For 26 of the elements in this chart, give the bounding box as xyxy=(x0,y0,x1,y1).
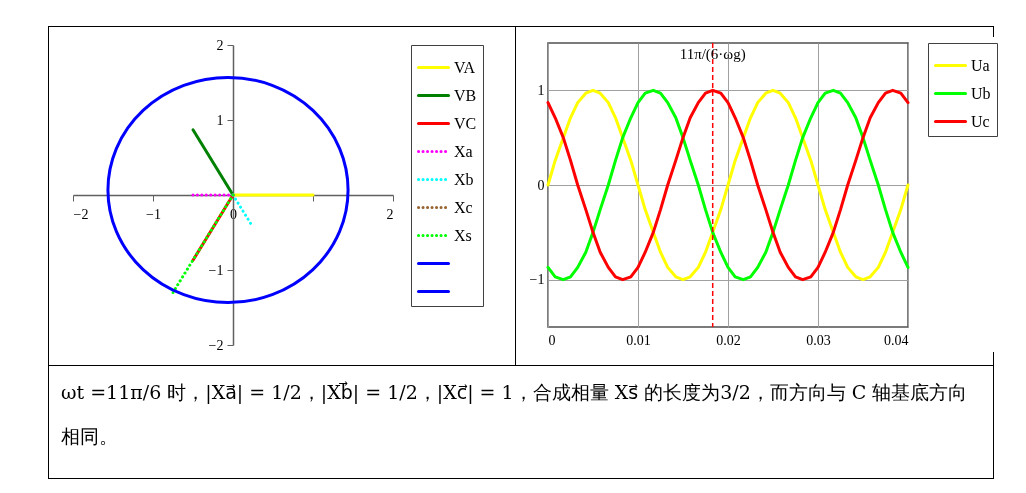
legend-label: Xa xyxy=(454,142,473,160)
x-tick-label: 2 xyxy=(386,206,394,222)
legend-label: VB xyxy=(454,86,477,104)
x-tick-label: 0.04 xyxy=(884,332,909,348)
x-tick-label: −1 xyxy=(146,206,161,222)
legend-label: Xs xyxy=(454,226,472,244)
x-tick-label: 0 xyxy=(548,332,556,348)
y-tick-label: 2 xyxy=(216,37,224,53)
legend-label: Ub xyxy=(971,84,991,102)
x-tick-label: 0.01 xyxy=(626,332,651,348)
legend-label: Xc xyxy=(454,198,473,216)
y-tick-label: 1 xyxy=(216,112,224,128)
legend-label: Ua xyxy=(971,56,990,74)
ref-line-label: 11π/(6·ωg) xyxy=(679,46,746,63)
x-tick-label: −2 xyxy=(73,206,89,222)
legend-label: Uc xyxy=(971,112,990,130)
x-tick-label: 0.02 xyxy=(716,332,741,348)
x-tick-label: 0.03 xyxy=(806,332,831,348)
y-tick-label: 0 xyxy=(537,177,545,193)
y-tick-label: −1 xyxy=(529,272,545,288)
y-tick-label: −1 xyxy=(208,262,224,278)
legend-label: Xb xyxy=(454,170,474,188)
legend-label: VC xyxy=(454,114,477,132)
legend-label: VA xyxy=(454,58,476,76)
text: ωt =11π/6 时，|Xa⃗| = 1/2，|Xb⃗| = 1/2，|Xc⃗| = 1，合成相量 Xs⃗ 的长度为3/2，而方向与 C 轴基底方向相同。 xyxy=(61,380,969,449)
y-tick-label: 1 xyxy=(537,82,545,98)
